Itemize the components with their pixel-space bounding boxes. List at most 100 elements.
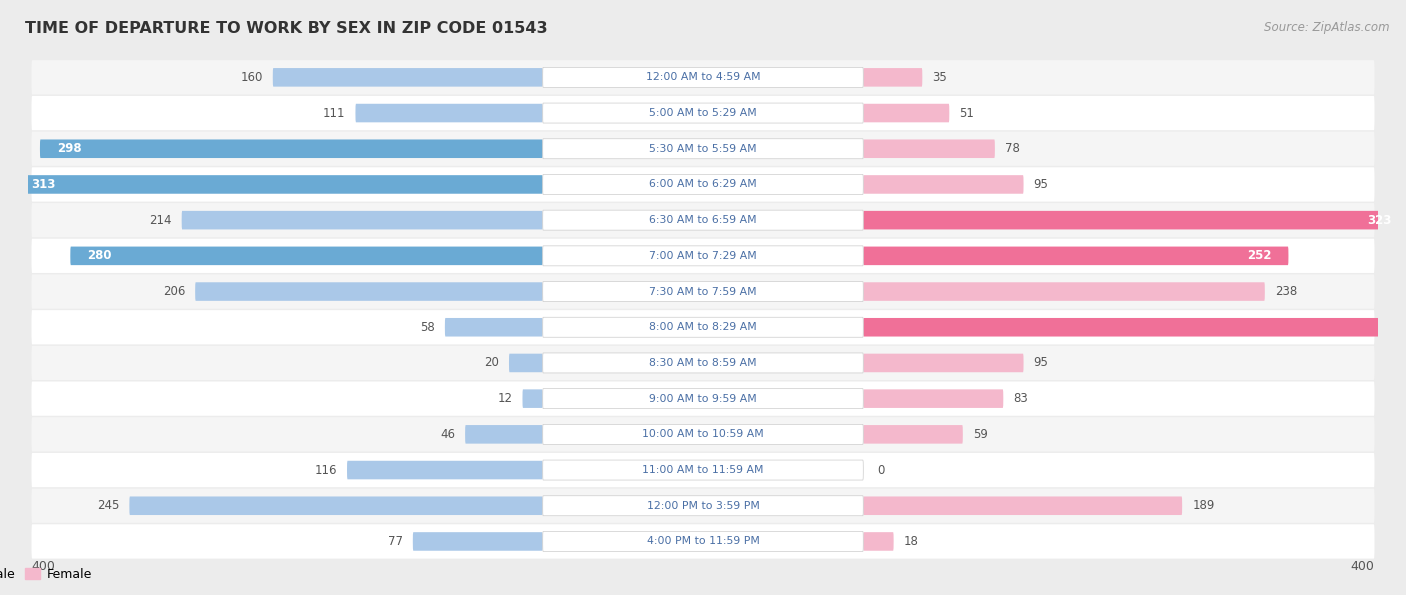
FancyBboxPatch shape: [509, 353, 543, 372]
FancyBboxPatch shape: [444, 318, 543, 337]
Text: 323: 323: [1367, 214, 1392, 227]
FancyBboxPatch shape: [543, 531, 863, 552]
Text: 7:30 AM to 7:59 AM: 7:30 AM to 7:59 AM: [650, 287, 756, 296]
Text: 11:00 AM to 11:59 AM: 11:00 AM to 11:59 AM: [643, 465, 763, 475]
FancyBboxPatch shape: [863, 425, 963, 444]
FancyBboxPatch shape: [347, 461, 543, 480]
FancyBboxPatch shape: [863, 353, 1024, 372]
FancyBboxPatch shape: [31, 488, 1375, 523]
Text: 83: 83: [1014, 392, 1028, 405]
FancyBboxPatch shape: [31, 167, 1375, 202]
FancyBboxPatch shape: [181, 211, 543, 230]
FancyBboxPatch shape: [129, 496, 543, 515]
FancyBboxPatch shape: [543, 246, 863, 266]
Text: 400: 400: [31, 560, 55, 573]
FancyBboxPatch shape: [14, 175, 543, 194]
Text: 160: 160: [240, 71, 263, 84]
Text: 6:30 AM to 6:59 AM: 6:30 AM to 6:59 AM: [650, 215, 756, 225]
FancyBboxPatch shape: [31, 203, 1375, 237]
FancyBboxPatch shape: [273, 68, 543, 87]
Text: 9:00 AM to 9:59 AM: 9:00 AM to 9:59 AM: [650, 394, 756, 403]
FancyBboxPatch shape: [31, 346, 1375, 380]
FancyBboxPatch shape: [31, 381, 1375, 416]
FancyBboxPatch shape: [863, 104, 949, 123]
FancyBboxPatch shape: [543, 389, 863, 409]
Text: 35: 35: [932, 71, 948, 84]
FancyBboxPatch shape: [31, 239, 1375, 273]
Text: 400: 400: [1351, 560, 1375, 573]
FancyBboxPatch shape: [31, 310, 1375, 345]
Text: 116: 116: [315, 464, 337, 477]
FancyBboxPatch shape: [543, 67, 863, 87]
FancyBboxPatch shape: [413, 532, 543, 551]
FancyBboxPatch shape: [863, 318, 1406, 337]
FancyBboxPatch shape: [543, 210, 863, 230]
FancyBboxPatch shape: [31, 60, 1375, 95]
Text: 313: 313: [31, 178, 56, 191]
Text: 20: 20: [484, 356, 499, 369]
FancyBboxPatch shape: [863, 139, 995, 158]
FancyBboxPatch shape: [523, 389, 543, 408]
FancyBboxPatch shape: [195, 282, 543, 301]
Text: 0: 0: [877, 464, 884, 477]
FancyBboxPatch shape: [39, 139, 543, 158]
FancyBboxPatch shape: [543, 317, 863, 337]
Text: 46: 46: [440, 428, 456, 441]
Text: 95: 95: [1033, 178, 1049, 191]
Text: 238: 238: [1275, 285, 1298, 298]
FancyBboxPatch shape: [543, 460, 863, 480]
FancyBboxPatch shape: [31, 274, 1375, 309]
FancyBboxPatch shape: [31, 417, 1375, 452]
FancyBboxPatch shape: [863, 496, 1182, 515]
Text: 58: 58: [420, 321, 434, 334]
Text: 78: 78: [1005, 142, 1019, 155]
FancyBboxPatch shape: [863, 282, 1265, 301]
FancyBboxPatch shape: [863, 389, 1004, 408]
FancyBboxPatch shape: [543, 496, 863, 516]
FancyBboxPatch shape: [863, 246, 1288, 265]
Text: 280: 280: [87, 249, 111, 262]
Text: 10:00 AM to 10:59 AM: 10:00 AM to 10:59 AM: [643, 430, 763, 439]
Text: 7:00 AM to 7:29 AM: 7:00 AM to 7:29 AM: [650, 251, 756, 261]
Text: 77: 77: [388, 535, 402, 548]
FancyBboxPatch shape: [356, 104, 543, 123]
FancyBboxPatch shape: [31, 453, 1375, 487]
Text: 8:30 AM to 8:59 AM: 8:30 AM to 8:59 AM: [650, 358, 756, 368]
FancyBboxPatch shape: [543, 353, 863, 373]
Text: 51: 51: [959, 107, 974, 120]
Text: 252: 252: [1247, 249, 1271, 262]
FancyBboxPatch shape: [543, 174, 863, 195]
Text: 18: 18: [904, 535, 918, 548]
FancyBboxPatch shape: [31, 131, 1375, 166]
Legend: Male, Female: Male, Female: [0, 562, 97, 585]
Text: 8:00 AM to 8:29 AM: 8:00 AM to 8:29 AM: [650, 322, 756, 332]
FancyBboxPatch shape: [863, 532, 894, 551]
FancyBboxPatch shape: [70, 246, 543, 265]
Text: 206: 206: [163, 285, 186, 298]
FancyBboxPatch shape: [863, 68, 922, 87]
FancyBboxPatch shape: [543, 424, 863, 444]
FancyBboxPatch shape: [863, 211, 1406, 230]
Text: 12:00 PM to 3:59 PM: 12:00 PM to 3:59 PM: [647, 501, 759, 511]
Text: 95: 95: [1033, 356, 1049, 369]
FancyBboxPatch shape: [465, 425, 543, 444]
Text: 4:00 PM to 11:59 PM: 4:00 PM to 11:59 PM: [647, 537, 759, 546]
Text: 12:00 AM to 4:59 AM: 12:00 AM to 4:59 AM: [645, 73, 761, 82]
Text: 111: 111: [323, 107, 346, 120]
FancyBboxPatch shape: [31, 524, 1375, 559]
Text: 298: 298: [56, 142, 82, 155]
FancyBboxPatch shape: [543, 281, 863, 302]
FancyBboxPatch shape: [543, 103, 863, 123]
Text: 5:30 AM to 5:59 AM: 5:30 AM to 5:59 AM: [650, 144, 756, 154]
Text: TIME OF DEPARTURE TO WORK BY SEX IN ZIP CODE 01543: TIME OF DEPARTURE TO WORK BY SEX IN ZIP …: [25, 21, 548, 36]
Text: 189: 189: [1192, 499, 1215, 512]
FancyBboxPatch shape: [863, 175, 1024, 194]
Text: 12: 12: [498, 392, 512, 405]
Text: 59: 59: [973, 428, 988, 441]
Text: 245: 245: [97, 499, 120, 512]
Text: Source: ZipAtlas.com: Source: ZipAtlas.com: [1264, 21, 1389, 34]
Text: 5:00 AM to 5:29 AM: 5:00 AM to 5:29 AM: [650, 108, 756, 118]
FancyBboxPatch shape: [543, 139, 863, 159]
FancyBboxPatch shape: [31, 96, 1375, 130]
Text: 214: 214: [149, 214, 172, 227]
